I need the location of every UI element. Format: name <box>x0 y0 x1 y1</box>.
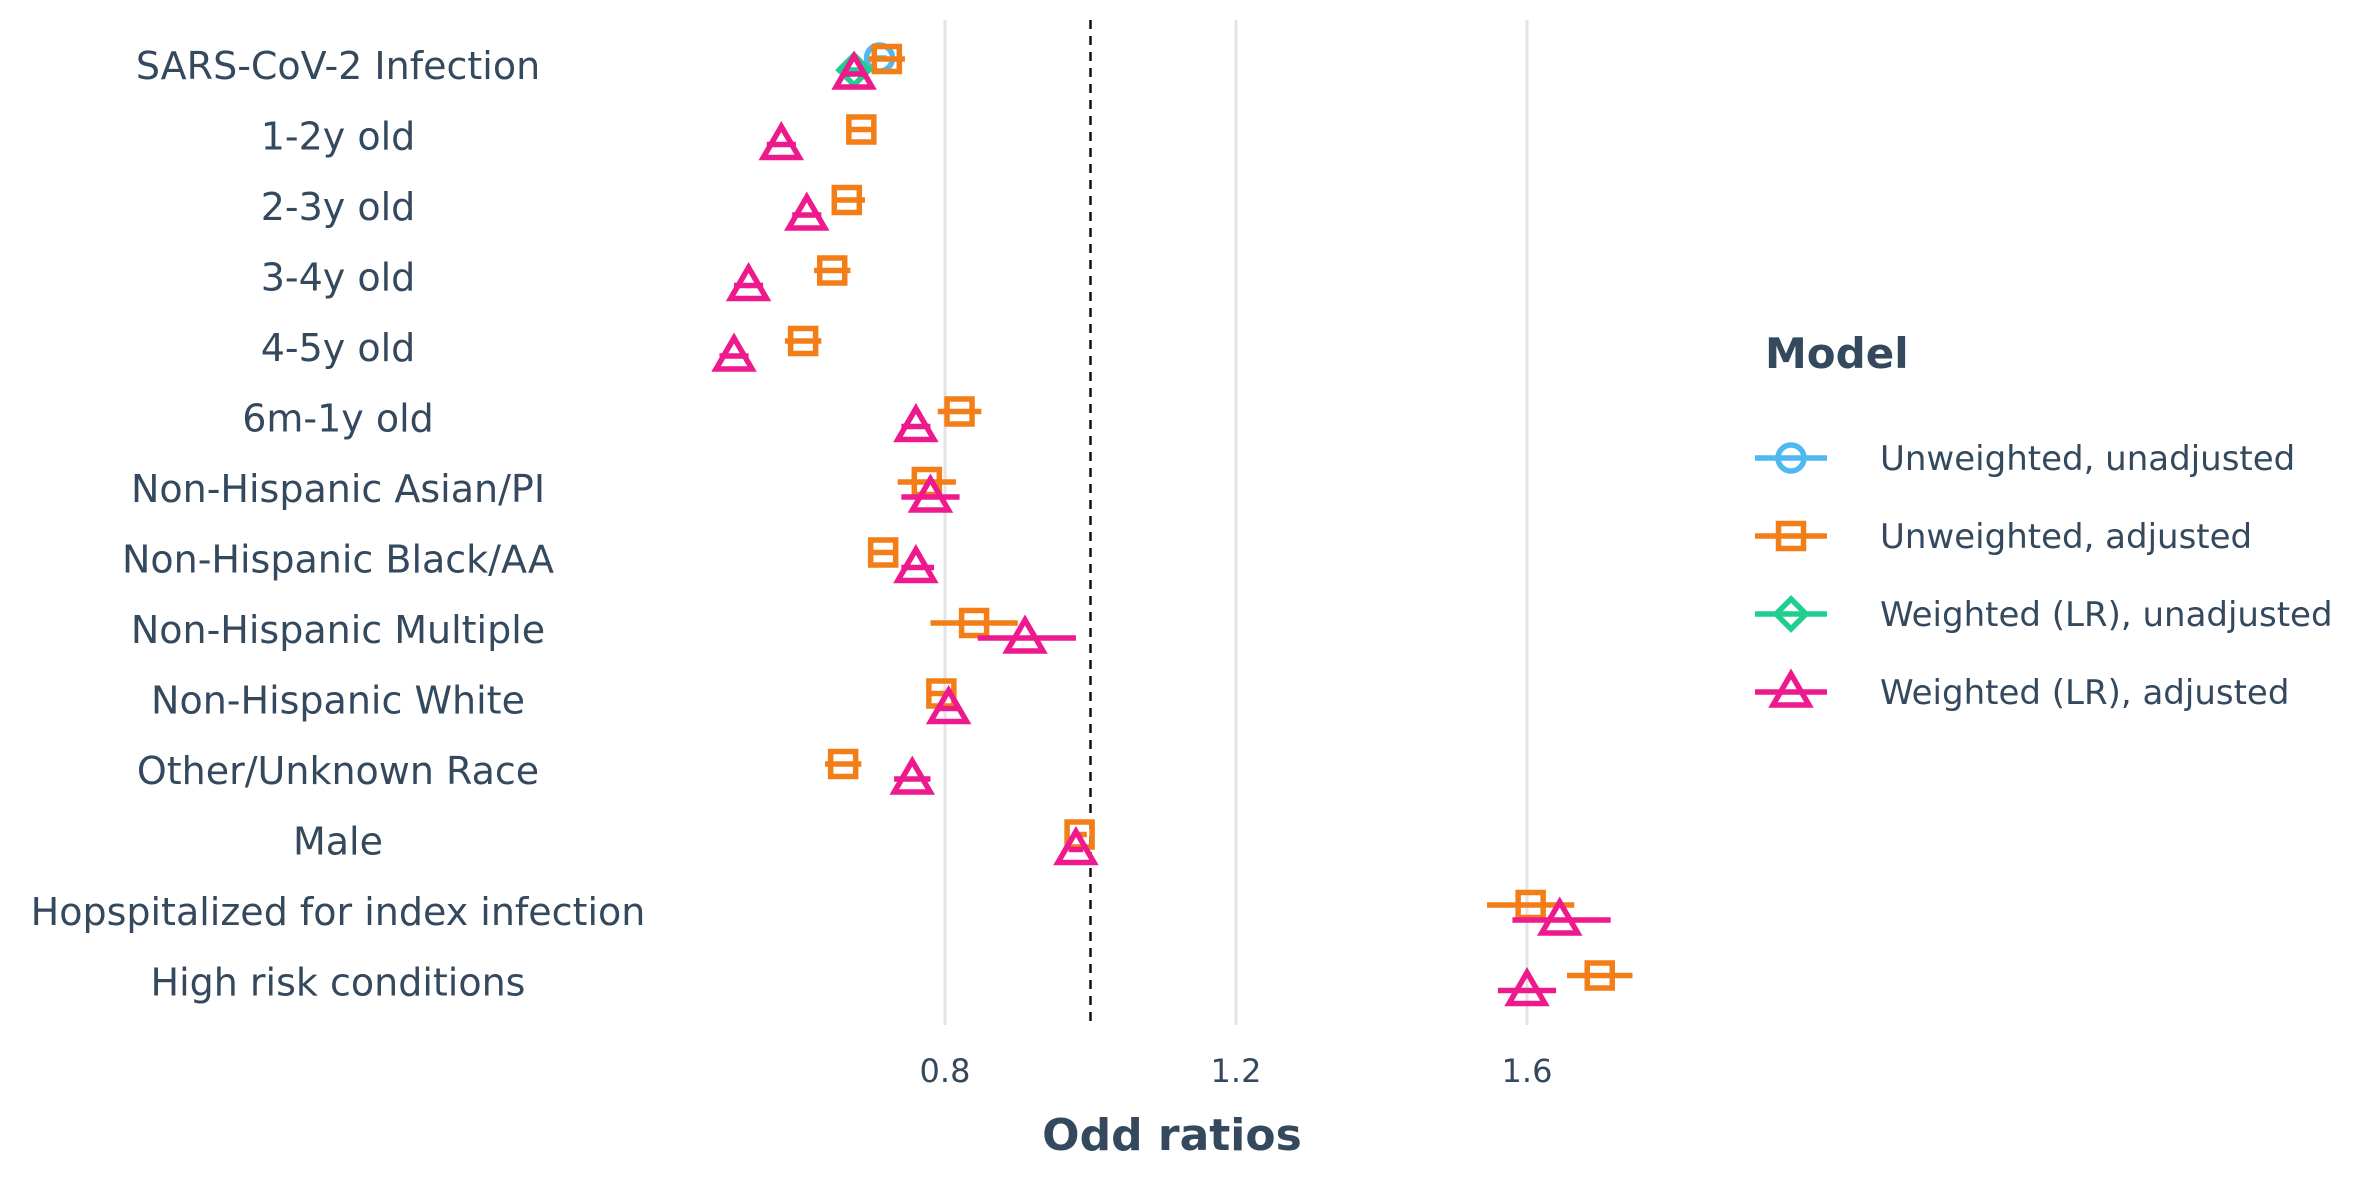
point-other-unknown-race <box>827 748 859 780</box>
x-tick-label: 1.6 <box>1502 1052 1553 1090</box>
point-sars-cov-2-infection <box>831 50 877 90</box>
series-weighted-lr-adjusted <box>711 50 1611 1007</box>
legend-title: Model <box>1765 329 1909 378</box>
point-3-4y-old <box>816 255 848 286</box>
point-6m-1y-old <box>944 396 975 427</box>
point-non-hispanic-multiple <box>1002 614 1048 654</box>
data-marks <box>711 42 1633 1007</box>
legend-item-weighted-lr-unadjusted: Weighted (LR), unadjusted <box>1755 595 2333 635</box>
point-2-3y-old <box>783 191 830 231</box>
point-male <box>1053 826 1099 866</box>
point-6m-1y-old <box>893 403 939 443</box>
point-hopspitalized-for-index-infection <box>1536 896 1583 936</box>
y-label-non-hispanic-white: Non-Hispanic White <box>151 679 525 723</box>
legend-label: Unweighted, adjusted <box>1880 517 2252 557</box>
point-high-risk-conditions <box>1584 960 1615 991</box>
y-label-3-4y-old: 3-4y old <box>261 256 416 300</box>
legend-item-unweighted-unadjusted: Unweighted, unadjusted <box>1755 439 2295 479</box>
y-label-male: Male <box>293 820 383 864</box>
y-axis-labels: SARS-CoV-2 Infection 1-2y old 2-3y old 3-4y… <box>31 44 646 1005</box>
legend-label: Weighted (LR), unadjusted <box>1880 595 2333 635</box>
y-label-sars-cov-2-infection: SARS-CoV-2 Infection <box>136 44 540 88</box>
point-1-2y-old <box>846 114 877 145</box>
y-label-non-hispanic-multiple: Non-Hispanic Multiple <box>131 608 545 652</box>
legend-item-unweighted-adjusted: Unweighted, adjusted <box>1755 517 2252 557</box>
point-non-hispanic-asian-pi <box>907 473 954 513</box>
point-non-hispanic-black-aa <box>867 537 899 568</box>
series-unweighted-adjusted <box>784 43 1633 991</box>
point-4-5y-old <box>787 325 819 357</box>
y-label-4-5y-old: 4-5y old <box>261 326 416 370</box>
y-label-non-hispanic-asian-pi: Non-Hispanic Asian/PI <box>131 467 545 511</box>
x-axis-tick-labels: 0.8 1.2 1.6 <box>920 1052 1553 1090</box>
y-label-high-risk-conditions: High risk conditions <box>151 961 526 1005</box>
x-tick-label: 0.8 <box>920 1052 971 1090</box>
grid-lines <box>943 20 1529 1025</box>
y-label-non-hispanic-black-aa: Non-Hispanic Black/AA <box>122 538 554 582</box>
legend-key-square-icon <box>1775 520 1807 552</box>
legend-label: Unweighted, unadjusted <box>1880 439 2295 479</box>
point-other-unknown-race <box>889 755 936 795</box>
legend: Model Unweighted, unadjusted Unweighted, … <box>1755 329 2333 713</box>
y-label-2-3y-old: 2-3y old <box>261 185 416 229</box>
legend-key-circle-icon <box>1775 442 1807 474</box>
point-sars-cov-2-infection <box>871 43 903 75</box>
y-label-6m-1y-old: 6m-1y old <box>242 397 434 441</box>
point-4-5y-old <box>711 332 757 372</box>
legend-key-diamond-icon <box>1772 595 1810 633</box>
y-label-other-unknown-race: Other/Unknown Race <box>137 749 539 793</box>
x-tick-label: 1.2 <box>1211 1052 1262 1090</box>
y-label-hopspitalized-for-index-infection: Hopspitalized for index infection <box>31 890 646 934</box>
point-2-3y-old <box>831 184 863 216</box>
legend-key-triangle-icon <box>1768 668 1814 708</box>
legend-label: Weighted (LR), adjusted <box>1880 673 2289 713</box>
x-axis-title: Odd ratios <box>1042 1110 1302 1161</box>
point-high-risk-conditions <box>1504 967 1550 1007</box>
legend-item-weighted-lr-adjusted: Weighted (LR), adjusted <box>1755 668 2289 713</box>
point-non-hispanic-black-aa <box>893 544 939 584</box>
point-non-hispanic-white <box>925 685 972 725</box>
point-non-hispanic-multiple <box>958 607 990 639</box>
point-1-2y-old <box>758 121 805 161</box>
point-3-4y-old <box>725 262 772 302</box>
y-label-1-2y-old: 1-2y old <box>261 115 416 159</box>
